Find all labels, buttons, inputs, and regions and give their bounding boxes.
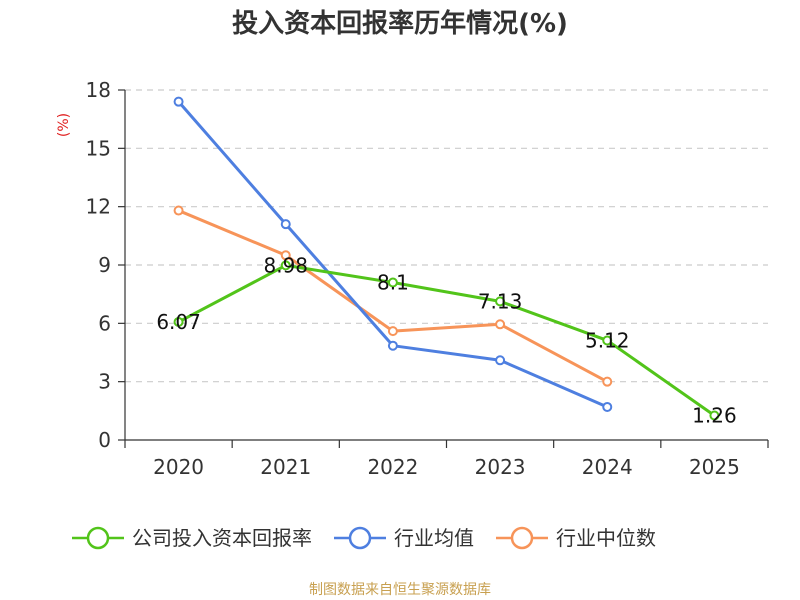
- data-point: [387, 277, 398, 288]
- y-tick-label: 6: [98, 311, 111, 335]
- chart-title: 投入资本回报率历年情况(%): [232, 8, 568, 39]
- y-tick-label: 3: [98, 370, 111, 394]
- y-tick-label: 15: [86, 136, 111, 160]
- data-point: [602, 335, 613, 346]
- data-point: [280, 250, 291, 261]
- y-tick-label: 12: [86, 195, 111, 219]
- data-label: 8.98: [263, 253, 308, 277]
- legend: 公司投入资本回报率 行业均值 行业中位数: [72, 526, 656, 550]
- data-point: [280, 219, 291, 230]
- axes: 0 3 6 9 12 15 18 2020 2021 2022 2023 2024 2025: [86, 78, 769, 479]
- data-point: [602, 401, 613, 412]
- data-label: 7.13: [478, 289, 523, 313]
- data-point: [495, 355, 506, 366]
- x-tick-label: 2023: [475, 455, 526, 479]
- y-tick-label: 9: [98, 253, 111, 277]
- data-point: [173, 205, 184, 216]
- data-point: [495, 296, 506, 307]
- y-tick-label: 0: [98, 428, 111, 452]
- x-tick-label: 2021: [260, 455, 311, 479]
- data-point: [709, 410, 720, 421]
- y-axis-unit: (%): [56, 113, 72, 137]
- data-label: 1.26: [692, 404, 737, 428]
- legend-label: 公司投入资本回报率: [132, 526, 312, 550]
- data-point: [387, 326, 398, 337]
- legend-label: 行业均值: [394, 526, 474, 550]
- x-tick-label: 2020: [153, 455, 204, 479]
- data-point: [173, 96, 184, 107]
- data-point: [602, 376, 613, 387]
- data-point: [495, 319, 506, 330]
- series-line: [177, 100, 608, 409]
- grid-lines: [125, 89, 768, 383]
- series-line: [178, 209, 608, 383]
- legend-marker: [348, 526, 372, 550]
- x-tick-label: 2024: [582, 455, 633, 479]
- data-label: 8.1: [377, 271, 409, 295]
- x-tick-label: 2022: [367, 455, 418, 479]
- data-point: [173, 316, 184, 327]
- source-note: 制图数据来自恒生聚源数据库: [309, 582, 491, 598]
- legend-marker: [86, 526, 110, 550]
- series-lines: [173, 96, 720, 421]
- legend-label: 行业中位数: [556, 526, 656, 550]
- x-tick-label: 2025: [689, 455, 740, 479]
- data-label: 5.12: [585, 328, 630, 352]
- data-labels: 6.07 8.98 8.1 7.13 5.12 1.26: [156, 253, 736, 427]
- legend-marker: [510, 526, 534, 550]
- data-label: 6.07: [156, 310, 201, 334]
- data-point: [387, 340, 398, 351]
- series-line: [177, 263, 716, 417]
- data-point: [280, 260, 291, 271]
- y-tick-label: 18: [86, 78, 111, 102]
